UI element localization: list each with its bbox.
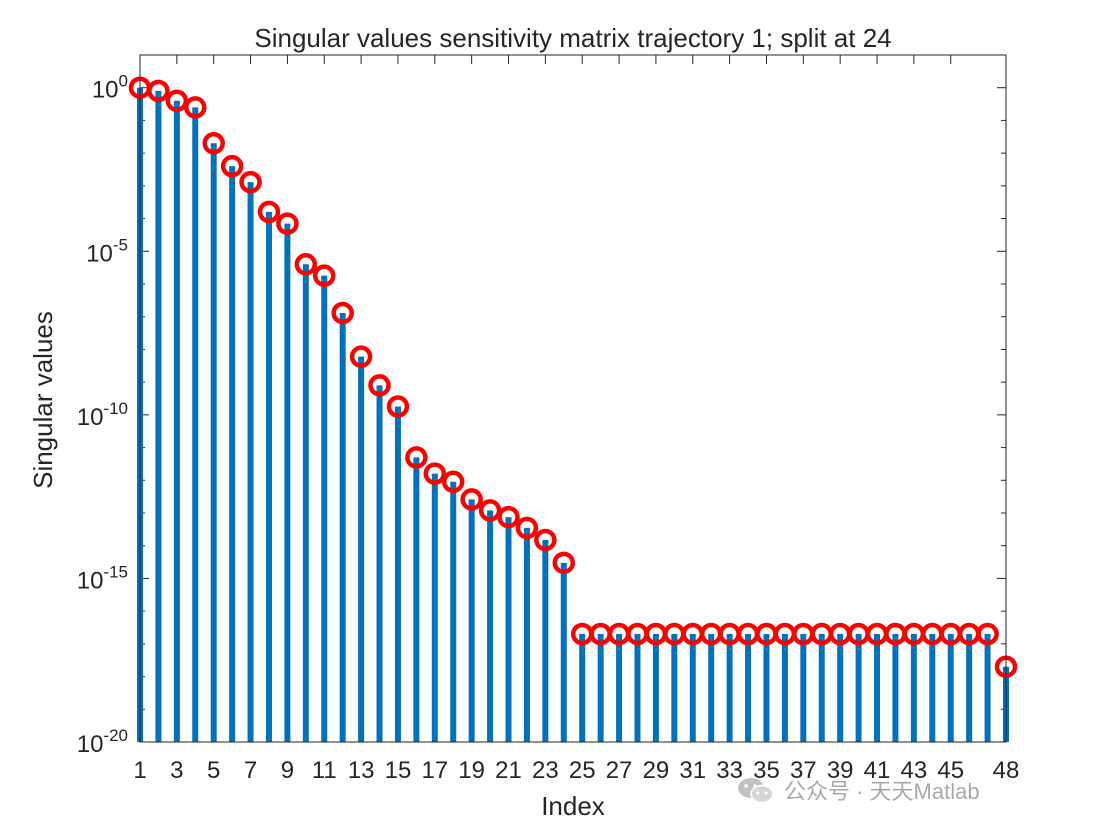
- stem-marker: [460, 488, 483, 511]
- y-tick-label: 100: [92, 72, 128, 104]
- stem-marker: [405, 446, 428, 469]
- x-tick-label: 23: [532, 757, 559, 784]
- stem-marker: [976, 622, 999, 646]
- x-tick-label: 45: [937, 757, 964, 784]
- stem-marker: [220, 154, 244, 178]
- x-tick-label: 19: [458, 757, 485, 784]
- x-tick-label: 41: [864, 757, 891, 784]
- chart-title: Singular values sensitivity matrix traje…: [254, 23, 891, 53]
- y-axis-label: Singular values: [28, 311, 58, 489]
- x-tick-label: 31: [679, 757, 706, 784]
- stem-marker: [534, 528, 557, 552]
- x-tick-label: 17: [421, 757, 448, 784]
- stem-series: [128, 76, 1018, 742]
- x-tick-label: 39: [827, 757, 854, 784]
- x-tick-label: 5: [207, 757, 220, 784]
- x-tick-label: 27: [606, 757, 633, 784]
- stem-marker: [202, 132, 225, 155]
- stem-marker: [497, 505, 520, 529]
- x-tick-label: 29: [643, 757, 670, 784]
- stem-marker: [313, 264, 336, 287]
- x-tick-label: 33: [716, 757, 743, 784]
- x-axis-ticks: 1 3 5 7 9 11 13 15 17 19 21 23 25 27 29 31 33 35 37 39 41 43 4…: [133, 55, 1019, 784]
- y-tick-label: 10-5: [86, 235, 128, 267]
- wechat-bubbles-icon: [738, 778, 774, 804]
- stem-marker: [184, 96, 207, 119]
- stem-marker: [257, 200, 281, 224]
- stem-marker: [423, 462, 447, 485]
- x-tick-label: 11: [312, 757, 337, 784]
- stem-marker: [147, 79, 170, 103]
- watermark: 公众号 · 天天Matlab: [736, 774, 980, 806]
- x-tick-label: 43: [901, 757, 928, 784]
- x-tick-label: 3: [170, 757, 183, 784]
- y-tick-label: 10-15: [77, 562, 128, 594]
- plot-frame: [139, 54, 1007, 743]
- x-tick-label: 21: [495, 757, 522, 784]
- y-tick-label: 10-20: [77, 726, 128, 758]
- x-tick-label: 25: [569, 757, 596, 784]
- stem-marker: [165, 89, 189, 112]
- stem-marker: [331, 301, 354, 325]
- x-tick-label: 48: [993, 757, 1020, 784]
- stem-marker: [294, 253, 318, 276]
- x-tick-label: 7: [244, 757, 257, 784]
- x-axis-label: Index: [541, 791, 605, 821]
- x-tick-label: 9: [281, 757, 294, 784]
- stem-marker: [515, 516, 539, 540]
- y-tick-label: 10-10: [77, 399, 128, 431]
- stem-marker: [276, 212, 299, 235]
- stem-marker: [478, 499, 502, 522]
- stem-marker: [386, 395, 410, 418]
- x-tick-label: 1: [133, 757, 146, 784]
- stem-marker: [441, 470, 465, 494]
- stem-marker: [552, 551, 576, 575]
- stem-marker: [368, 374, 391, 397]
- x-tick-label: 13: [348, 757, 375, 784]
- x-tick-label: 37: [790, 757, 817, 784]
- stem-marker: [349, 345, 373, 368]
- x-tick-label: 15: [385, 757, 412, 784]
- stem-marker: [239, 170, 262, 194]
- y-axis-ticks: 100 10-5 10-10 10-15 10-20: [77, 54, 1006, 758]
- watermark-text: 公众号 · 天天Matlab: [784, 779, 980, 804]
